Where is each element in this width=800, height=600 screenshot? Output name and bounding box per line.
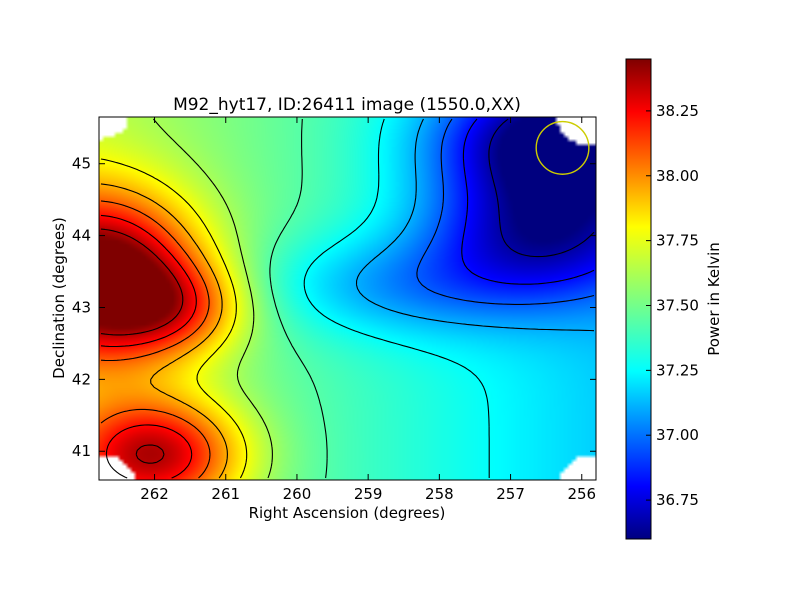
y-axis-label: Declination (degrees) (50, 217, 68, 379)
x-tick-label: 262 (140, 485, 169, 503)
y-tick-label: 43 (72, 298, 91, 316)
colorbar-label: Power in Kelvin (705, 242, 723, 356)
colorbar-tick-label: 36.75 (656, 491, 699, 509)
contour-line (100, 214, 197, 479)
contour-line (152, 118, 273, 479)
colorbar-tick-label: 37.50 (656, 296, 699, 314)
x-tick-label: 256 (567, 485, 596, 503)
colorbar-tick-label: 38.25 (656, 102, 699, 120)
x-axis: 262 261 260 259 258 257 256 (140, 117, 596, 503)
contour-lines (100, 118, 595, 479)
contour-line (100, 200, 211, 479)
colorbar-tick-label: 38.00 (656, 167, 699, 185)
colorbar-gradient (625, 58, 652, 540)
contour-line (100, 228, 184, 464)
x-tick-label: 257 (496, 485, 525, 503)
colorbar-tick-label: 37.00 (656, 426, 699, 444)
x-tick-label: 258 (425, 485, 454, 503)
y-axis: 41 42 43 44 45 (72, 155, 596, 460)
contour-line (100, 158, 248, 479)
contour-line (303, 118, 490, 478)
y-tick-label: 45 (72, 155, 91, 173)
colorbar: 36.75 37.00 37.25 37.50 37.75 38.00 38.25 Powe… (625, 58, 723, 540)
source-marker-circle (535, 120, 590, 175)
y-tick-label: 41 (72, 442, 91, 460)
plot-area: 262 261 260 259 258 257 256 41 42 43 44 45 (72, 116, 597, 503)
colorbar-tick-label: 37.25 (656, 361, 699, 379)
x-tick-label: 261 (211, 485, 240, 503)
y-tick-label: 44 (72, 227, 91, 245)
chart-title: M92_hyt17, ID:26411 image (1550.0,XX) (173, 95, 521, 115)
contour-line (269, 118, 328, 479)
contour-line (416, 118, 595, 305)
colorbar-ticks: 36.75 37.00 37.25 37.50 37.75 38.00 38.25 (646, 102, 699, 509)
x-tick-label: 260 (283, 485, 312, 503)
plot-frame (98, 116, 597, 481)
y-tick-label: 42 (72, 370, 91, 388)
heatmap-image (99, 117, 596, 480)
contour-line (100, 183, 228, 479)
contour-line (488, 118, 595, 258)
contour-line (355, 118, 595, 332)
contour-line (461, 118, 595, 285)
x-axis-label: Right Ascension (degrees) (249, 504, 446, 522)
colorbar-tick-label: 37.75 (656, 232, 699, 250)
x-tick-label: 259 (354, 485, 383, 503)
